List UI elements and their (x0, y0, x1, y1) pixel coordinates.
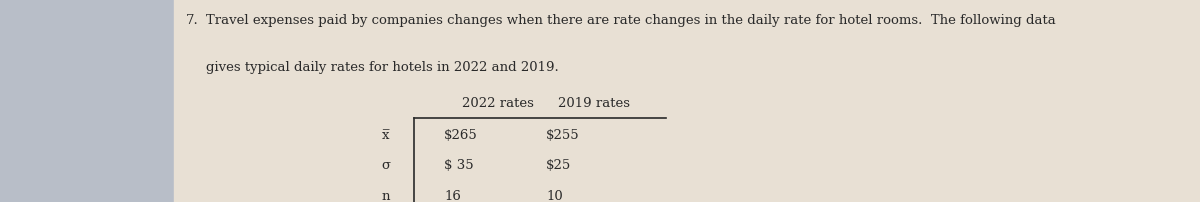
Text: 2022 rates: 2022 rates (462, 97, 534, 110)
Text: n: n (382, 189, 390, 202)
Text: $25: $25 (546, 159, 571, 171)
Text: 10: 10 (546, 189, 563, 202)
Text: 2019 rates: 2019 rates (558, 97, 630, 110)
Text: $ 35: $ 35 (444, 159, 474, 171)
Bar (0, 0, 174, 202)
Bar (174, 0, 1200, 202)
Text: gives typical daily rates for hotels in 2022 and 2019.: gives typical daily rates for hotels in … (206, 61, 559, 74)
Text: σ: σ (382, 159, 391, 171)
Text: $255: $255 (546, 128, 580, 141)
Text: $265: $265 (444, 128, 478, 141)
Text: x̅: x̅ (382, 128, 389, 141)
Text: 16: 16 (444, 189, 461, 202)
Text: 7.: 7. (186, 14, 199, 27)
Text: Travel expenses paid by companies changes when there are rate changes in the dai: Travel expenses paid by companies change… (206, 14, 1056, 27)
